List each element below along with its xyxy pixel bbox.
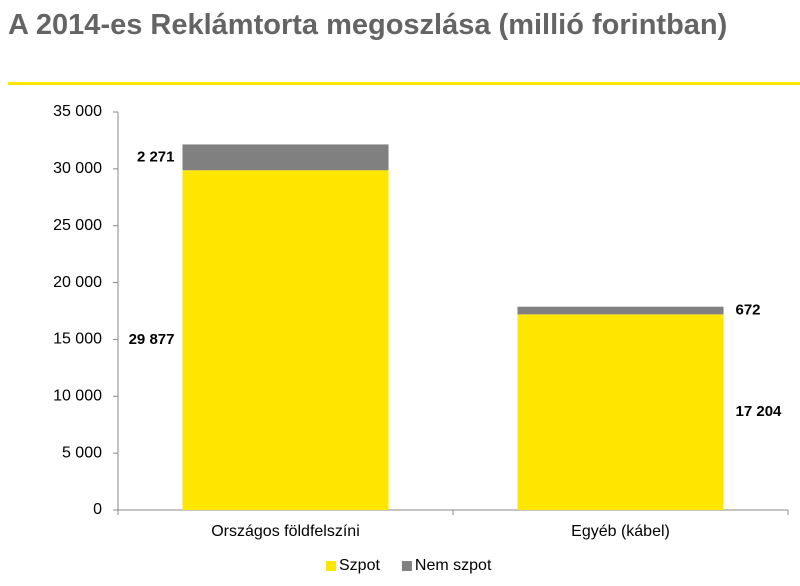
title-rule	[8, 82, 800, 85]
data-label: 2 271	[137, 148, 175, 165]
x-tick-label: Országos földfelszíni	[211, 523, 360, 540]
y-tick-label: 25 000	[53, 217, 102, 234]
y-tick-label: 30 000	[53, 160, 102, 177]
y-tick-label: 5 000	[62, 444, 102, 461]
y-tick-label: 10 000	[53, 388, 102, 405]
legend-swatch	[401, 561, 412, 571]
legend-label: Szpot	[339, 557, 380, 574]
chart-title: A 2014-es Reklámtorta megoszlása (millió…	[8, 9, 727, 41]
y-tick-label: 35 000	[53, 103, 102, 120]
y-tick-label: 0	[93, 501, 102, 518]
data-label: 29 877	[129, 331, 175, 348]
y-tick-label: 20 000	[53, 274, 102, 291]
data-label: 672	[736, 302, 761, 319]
bar-segment	[182, 144, 389, 171]
data-label: 17 204	[736, 403, 783, 420]
y-tick-label: 15 000	[53, 331, 102, 348]
bar-segment	[517, 306, 724, 315]
bar-segment	[517, 314, 724, 510]
bar-segment	[182, 170, 389, 510]
legend-swatch	[326, 561, 336, 571]
legend-label: Nem szpot	[415, 557, 492, 574]
x-tick-label: Egyéb (kábel)	[571, 523, 670, 540]
